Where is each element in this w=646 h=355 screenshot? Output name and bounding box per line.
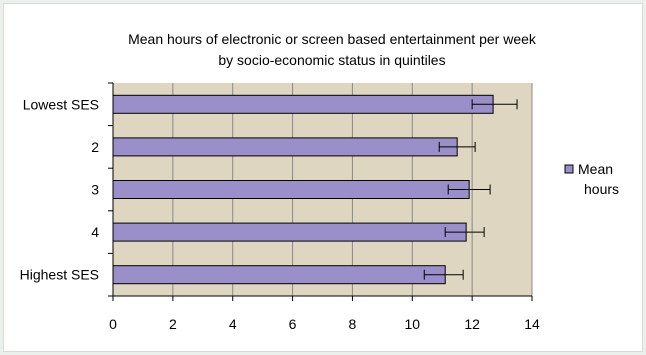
y-tick-label-0: Lowest SES: [23, 96, 99, 112]
x-tick-label-0: 0: [109, 316, 117, 332]
chart-title-line2: by socio-economic status in quintiles: [218, 52, 445, 68]
x-tick-label-10: 10: [404, 316, 420, 332]
y-tick-label-3: 4: [91, 224, 99, 240]
x-tick-label-4: 4: [229, 316, 237, 332]
x-tick-label-14: 14: [524, 316, 540, 332]
legend-swatch: [564, 164, 574, 174]
bar-4: [112, 265, 446, 285]
legend-label-line2: hours: [584, 181, 619, 197]
y-tick-label-4: Highest SES: [20, 267, 99, 283]
y-tick-label-2: 3: [91, 182, 99, 198]
axes: Lowest SES 2 3 4 Highest SES 0 2 4 6 8 10 12 14: [20, 82, 540, 332]
legend-label-line1: Mean: [578, 161, 613, 177]
x-tick-label-2: 2: [169, 316, 177, 332]
bar-1: [112, 137, 458, 157]
x-tick-label-12: 12: [464, 316, 480, 332]
bar-2: [112, 180, 470, 199]
bar-3: [112, 222, 467, 242]
x-tick-label-8: 8: [349, 316, 357, 332]
bars: [112, 94, 518, 285]
bar-0: [112, 94, 494, 114]
legend: Mean hours: [564, 161, 619, 197]
chart-title-line1: Mean hours of electronic or screen based…: [128, 31, 537, 47]
y-tick-label-1: 2: [91, 139, 99, 155]
x-tick-label-6: 6: [289, 316, 297, 332]
